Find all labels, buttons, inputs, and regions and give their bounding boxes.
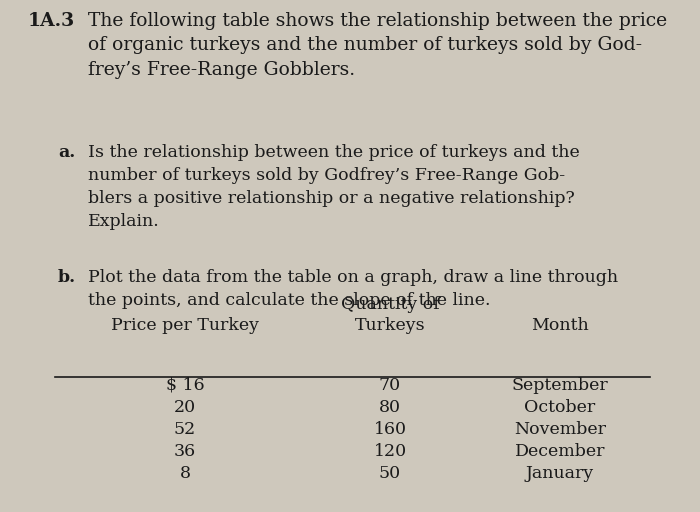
Text: Plot the data from the table on a graph, draw a line through
the points, and cal: Plot the data from the table on a graph,… — [88, 269, 618, 309]
Text: b.: b. — [58, 269, 76, 286]
Text: $ 16: $ 16 — [166, 377, 204, 394]
Text: 80: 80 — [379, 399, 401, 416]
Text: Price per Turkey: Price per Turkey — [111, 317, 259, 334]
Text: 120: 120 — [373, 443, 407, 460]
Text: The following table shows the relationship between the price
of organic turkeys : The following table shows the relationsh… — [88, 12, 667, 79]
Text: 1A.3: 1A.3 — [28, 12, 76, 30]
Text: September: September — [512, 377, 608, 394]
Text: 50: 50 — [379, 465, 401, 482]
Text: 52: 52 — [174, 421, 196, 438]
Text: 8: 8 — [179, 465, 190, 482]
Text: 70: 70 — [379, 377, 401, 394]
Text: December: December — [514, 443, 606, 460]
Text: January: January — [526, 465, 594, 482]
Text: Month: Month — [531, 317, 589, 334]
Text: a.: a. — [58, 144, 76, 161]
Text: October: October — [524, 399, 596, 416]
Text: 20: 20 — [174, 399, 196, 416]
Text: 160: 160 — [374, 421, 407, 438]
Text: Quantity of
Turkeys: Quantity of Turkeys — [341, 296, 440, 334]
Text: November: November — [514, 421, 606, 438]
Text: 36: 36 — [174, 443, 196, 460]
Text: Is the relationship between the price of turkeys and the
number of turkeys sold : Is the relationship between the price of… — [88, 144, 580, 229]
